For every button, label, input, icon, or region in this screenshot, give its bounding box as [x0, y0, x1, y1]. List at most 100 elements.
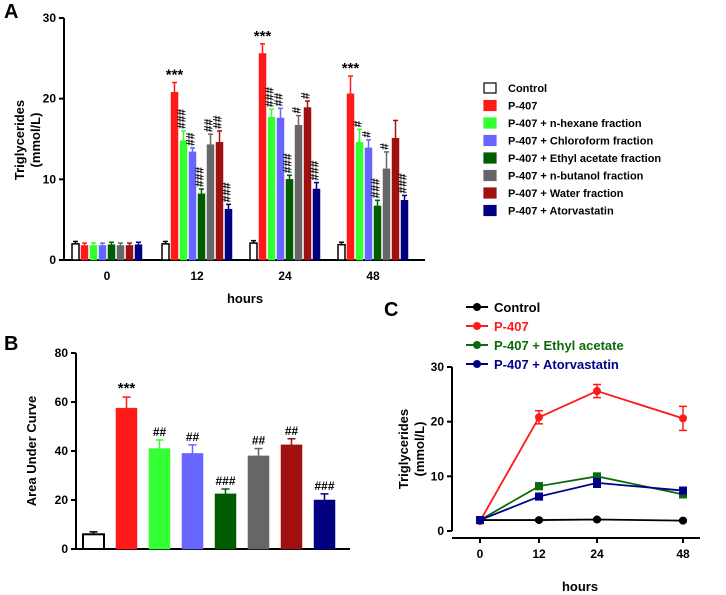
b-significance-label: ##: [153, 425, 167, 439]
c-x-tick-label-0: 0: [477, 547, 484, 561]
c-x-tick-label-48: 48: [676, 547, 690, 561]
c-line-p-407: [479, 390, 684, 522]
c-legend-marker-p-407: [473, 322, 481, 330]
a-bar-p-407-ethyl-acetate-fraction-48h: [373, 205, 382, 261]
a-y-tick-label-20: 20: [43, 92, 57, 106]
c-legend-marker-control: [473, 303, 481, 311]
b-significance-label: ###: [314, 479, 334, 493]
c-y-tick-label-10: 10: [431, 469, 445, 483]
c-x-axis-title: hours: [562, 579, 598, 594]
a-significance-label: ###: [396, 173, 410, 193]
c-legend-label-p-407-atorvastatin: P-407 + Atorvastatin: [494, 357, 619, 372]
chart-a: 0102030Triglycerides(mmol/L)0***########…: [12, 11, 661, 306]
a-bar-p-407-n-hexane-fraction-12h: [179, 140, 188, 261]
b-significance-label: ##: [285, 424, 299, 438]
a-bar-p-407-chloroform-fraction-48h: [364, 147, 373, 261]
a-significance-label: ***: [342, 60, 360, 77]
c-y-tick-label-20: 20: [431, 415, 445, 429]
c-marker-p-407-atorvastatin: [476, 516, 484, 525]
a-y-axis-title-line: Triglycerides: [12, 100, 27, 180]
panel-letter-a: A: [4, 1, 18, 23]
a-legend-swatch-control: [483, 82, 497, 94]
a-significance-label: #: [299, 92, 313, 99]
b-y-tick-label-20: 20: [55, 493, 69, 507]
a-bar-p-407-n-butanol-fraction-24h: [294, 125, 303, 261]
a-legend-swatch-p-407-ethyl-acetate-fraction: [483, 152, 497, 164]
a-bar-control-12h: [161, 243, 170, 261]
b-bar-control: [82, 533, 105, 550]
a-legend-label-control: Control: [508, 83, 547, 95]
b-significance-label: ##: [252, 434, 266, 448]
a-bar-p-407-ethyl-acetate-fraction-0h: [107, 244, 116, 261]
c-y-tick-label-0: 0: [437, 524, 444, 538]
c-line-control: [480, 518, 684, 522]
b-y-tick-label-40: 40: [55, 444, 69, 458]
a-bar-p-407-ethyl-acetate-fraction-24h: [285, 179, 294, 261]
b-bar-p-407-n-hexane-fraction: [148, 448, 171, 550]
a-bar-p-407-water-fraction-48h: [391, 137, 400, 261]
a-significance-label: ###: [308, 160, 322, 180]
a-bar-p-407-ethyl-acetate-fraction-12h: [197, 193, 206, 261]
b-bar-p-407-ethyl-acetate-fraction: [214, 493, 237, 550]
a-bar-p-407-n-hexane-fraction-24h: [267, 116, 276, 261]
a-legend-label-p-407-ethyl-acetate-fraction: P-407 + Ethyl acetate fraction: [508, 153, 661, 165]
a-significance-label: ##: [272, 93, 286, 107]
a-bar-p-407-atorvastatin-12h: [224, 208, 233, 261]
a-bar-p-407-water-fraction-12h: [215, 141, 224, 261]
a-bar-control-0h: [71, 243, 80, 261]
a-legend-label-p-407: P-407: [508, 101, 537, 113]
a-x-tick-label-48: 48: [366, 269, 380, 283]
a-y-axis-title-line: (mmol/L): [28, 113, 43, 168]
c-y-axis-title-line: Triglycerides: [396, 409, 411, 489]
a-bar-p-407-n-hexane-fraction-48h: [355, 141, 364, 261]
a-significance-label: ##: [202, 118, 216, 132]
a-x-tick-label-12: 12: [190, 269, 204, 283]
a-y-axis-title: Triglycerides(mmol/L): [12, 100, 43, 180]
b-bar-p-407: [115, 407, 138, 550]
b-significance-label: ***: [118, 380, 136, 397]
b-significance-label: ##: [186, 430, 200, 444]
a-bar-p-407-atorvastatin-48h: [400, 200, 409, 261]
b-bar-p-407-chloroform-fraction: [181, 453, 204, 550]
c-legend-marker-p-407-ethyl-acetate: [473, 341, 481, 349]
a-bar-p-407-24h: [258, 53, 267, 261]
a-legend-swatch-p-407-atorvastatin: [483, 204, 497, 217]
b-bar-p-407-n-butanol-fraction: [247, 455, 270, 550]
a-legend-swatch-p-407-n-butanol-fraction: [483, 169, 497, 182]
c-marker-control: [535, 516, 543, 525]
a-bar-p-407-water-fraction-0h: [125, 245, 134, 261]
a-y-tick-label-10: 10: [43, 172, 57, 186]
a-y-tick-label-0: 0: [49, 253, 56, 267]
a-significance-label: ***: [254, 28, 272, 45]
c-x-tick-label-24: 24: [590, 547, 604, 561]
a-x-tick-label-0: 0: [104, 269, 111, 283]
a-significance-label: ***: [166, 67, 184, 84]
a-bar-p-407-n-butanol-fraction-12h: [206, 144, 215, 261]
chart-c: 0 10 20 30 0 12 24 48 hours Triglycerides(mmol/L)…: [396, 300, 700, 594]
a-significance-label: ##: [184, 132, 198, 146]
a-bar-p-407-12h: [170, 91, 179, 261]
a-bar-p-407-water-fraction-24h: [303, 107, 312, 261]
a-significance-label: #: [378, 143, 392, 150]
c-y-tick-label-30: 30: [431, 360, 445, 374]
a-significance-label: ###: [369, 178, 383, 198]
a-significance-label: ###: [220, 182, 234, 202]
a-bar-p-407-n-butanol-fraction-0h: [116, 245, 125, 261]
a-bar-control-48h: [337, 243, 346, 261]
a-legend-label-p-407-chloroform-fraction: P-407 + Chloroform fraction: [508, 136, 653, 148]
a-bar-control-24h: [249, 242, 258, 261]
a-significance-label: #: [351, 120, 365, 127]
a-significance-label: ###: [175, 109, 189, 129]
c-marker-control: [593, 515, 601, 524]
c-marker-p-407-atorvastatin: [679, 486, 687, 495]
a-legend-label-p-407-n-butanol-fraction: P-407 + n-butanol fraction: [508, 171, 644, 183]
a-legend-swatch-p-407-n-hexane-fraction: [483, 117, 497, 129]
c-marker-p-407: [535, 413, 543, 422]
a-legend-label-p-407-water-fraction: P-407 + Water fraction: [508, 188, 624, 200]
c-marker-p-407-ethyl-acetate: [535, 482, 543, 491]
c-y-axis-title-line: (mmol/L): [412, 422, 427, 477]
a-bar-p-407-48h: [346, 93, 355, 261]
b-y-tick-label-60: 60: [55, 395, 69, 409]
c-legend-label-control: Control: [494, 300, 540, 315]
